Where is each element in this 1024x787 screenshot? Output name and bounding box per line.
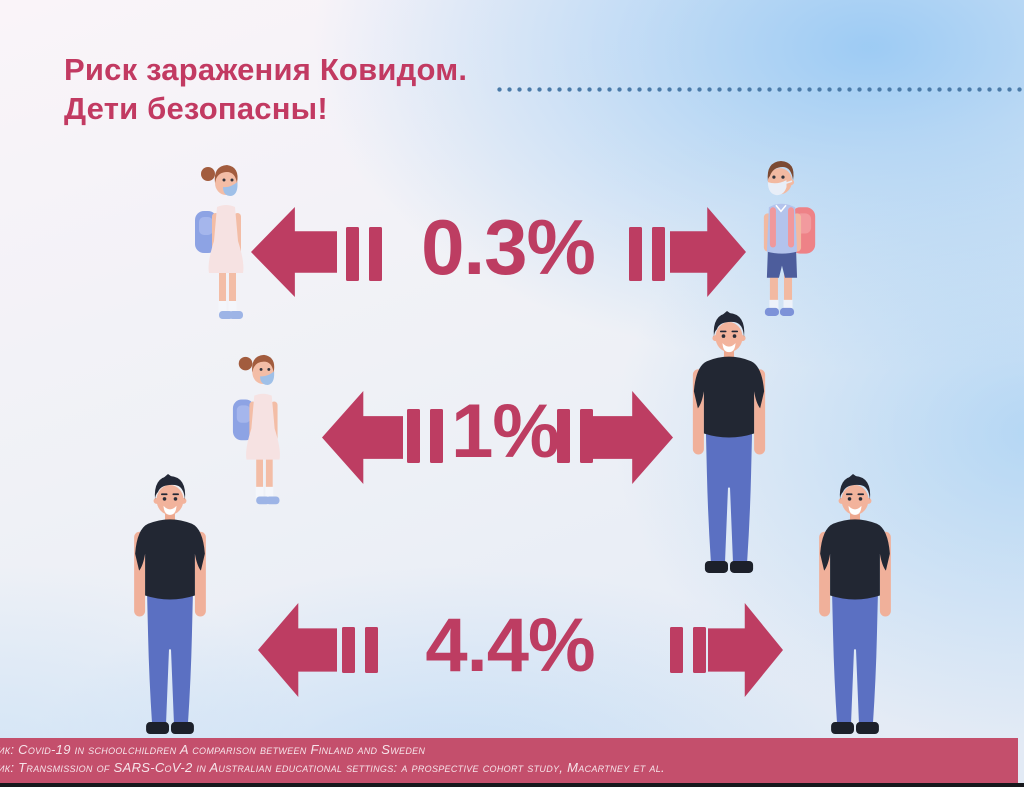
footer-source-bar: ик: Covid-19 in schoolchildren A compari…	[0, 738, 1018, 783]
pause-bars-icon	[670, 627, 706, 673]
source-line-2: ик: Transmission of SARS-CoV-2 in Austra…	[0, 760, 665, 775]
arrow-left-icon	[258, 603, 337, 697]
infection-rate-value: 0.3%	[421, 203, 596, 291]
pause-bars-icon	[407, 409, 443, 463]
pause-bars-icon	[557, 409, 593, 463]
pause-bars-icon	[629, 227, 665, 281]
adult-man-figure	[809, 474, 901, 738]
adult-man-figure	[124, 474, 216, 738]
title-line-2: Дети безопасны!	[64, 91, 328, 126]
bottom-black-strip	[0, 783, 1024, 787]
dotted-divider-line	[497, 87, 1024, 92]
arrow-right-icon	[708, 603, 783, 697]
infection-rate-value: 4.4%	[425, 603, 595, 688]
infection-rate-value: 1%	[451, 389, 560, 474]
pause-bars-icon	[342, 627, 378, 673]
page-title: Риск заражения Ковидом. Дети безопасны!	[64, 50, 467, 128]
title-line-1: Риск заражения Ковидом.	[64, 52, 468, 87]
source-line-1: ик: Covid-19 in schoolchildren A compari…	[0, 742, 426, 757]
pause-bars-icon	[346, 227, 382, 281]
